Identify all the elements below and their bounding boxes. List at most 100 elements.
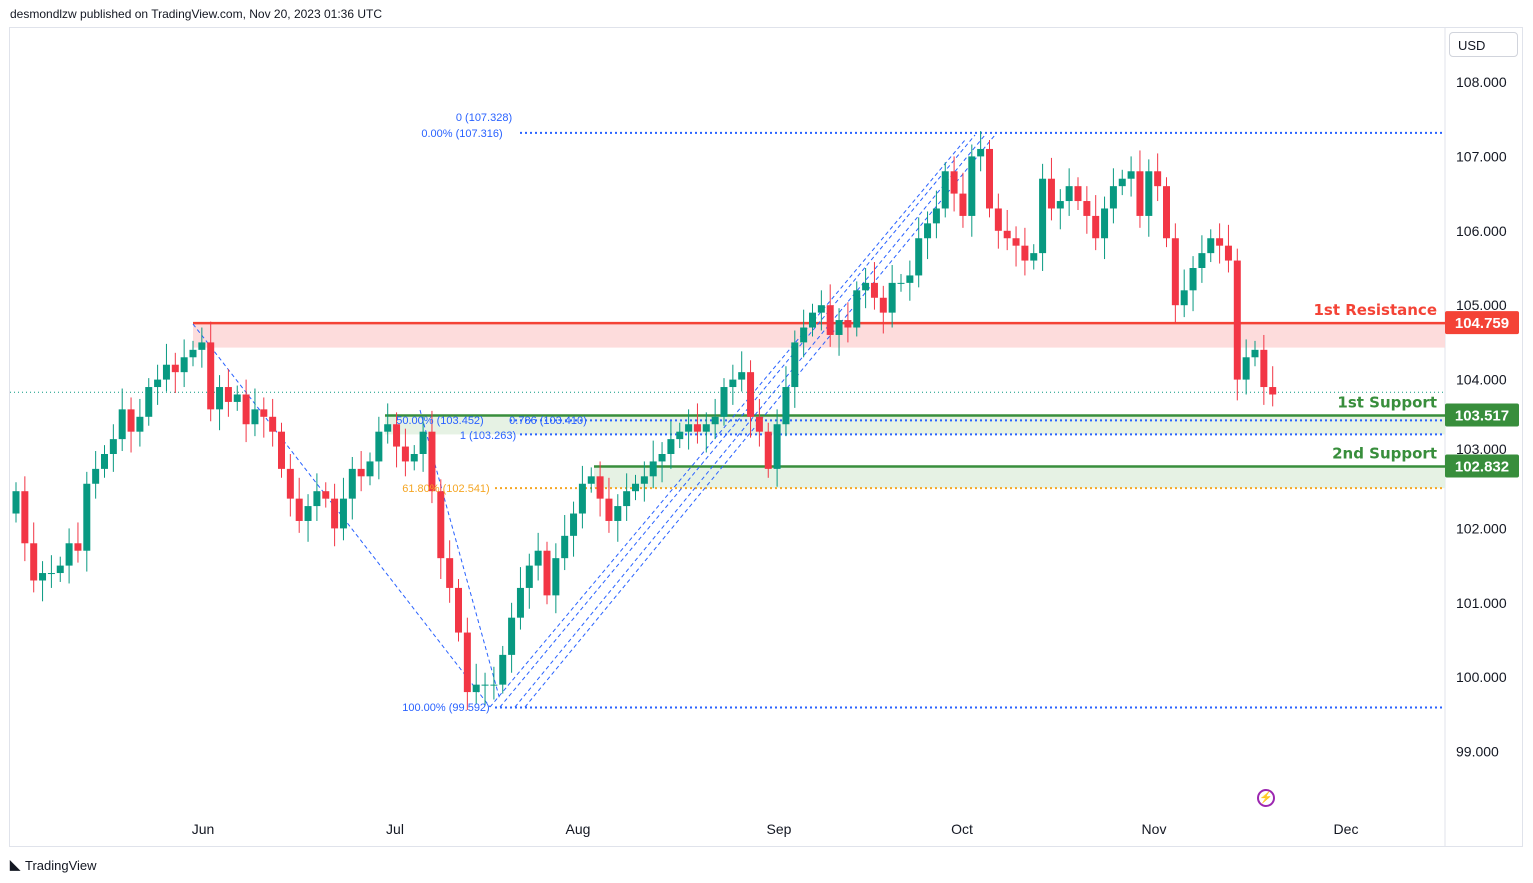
price-tag-label: 102.832 — [1455, 458, 1509, 475]
candle-body — [101, 454, 108, 469]
candle-body — [269, 416, 277, 432]
candle-body — [224, 387, 232, 402]
candle-body — [658, 454, 666, 462]
candle-body — [1109, 186, 1117, 209]
candle-body — [977, 148, 985, 157]
candle-body — [322, 491, 330, 499]
candle-body — [207, 342, 215, 410]
y-tick-label: 103.000 — [1456, 441, 1507, 457]
candle-body — [1207, 238, 1215, 254]
fib-trend-line — [499, 134, 976, 708]
y-tick-label: 105.000 — [1456, 297, 1507, 313]
y-tick-label: 106.000 — [1456, 223, 1507, 239]
fib-label: 100.00% (99.592) — [402, 702, 489, 714]
candle-body — [782, 387, 790, 425]
candle-body — [1251, 349, 1259, 358]
candle-body — [189, 349, 197, 358]
fib-trend-line — [192, 323, 491, 708]
candle-body — [1030, 253, 1038, 261]
candle-body — [729, 379, 737, 388]
candle-body — [154, 379, 162, 388]
candle-body — [1056, 201, 1064, 209]
currency-button[interactable]: USD — [1449, 32, 1518, 57]
candle-body — [1039, 178, 1047, 254]
candle-body — [74, 543, 82, 551]
candle-body — [570, 513, 578, 536]
candle-body — [260, 409, 268, 417]
candle-body — [304, 506, 312, 521]
candle-body — [791, 342, 799, 388]
candle-body — [21, 491, 29, 544]
candle-body — [516, 587, 524, 618]
candle-body — [410, 454, 418, 462]
candle-body — [720, 387, 728, 417]
candle-body — [640, 476, 648, 484]
candle-body — [180, 357, 188, 373]
fib-label: 0 (107.328) — [456, 112, 512, 124]
candle-body — [1065, 186, 1073, 202]
candle-body — [1163, 186, 1170, 239]
candle-body — [862, 282, 870, 291]
candle-body — [278, 431, 285, 469]
candle-body — [587, 476, 595, 484]
candle-body — [313, 491, 321, 507]
y-tick-label: 107.000 — [1456, 148, 1507, 164]
candle-body — [384, 424, 392, 432]
candle-body — [649, 461, 657, 477]
candle-body — [463, 632, 471, 693]
candle-body — [1136, 171, 1144, 216]
candle-body — [1118, 178, 1126, 187]
candle-body — [1154, 171, 1162, 187]
candle-body — [339, 498, 347, 529]
footer-brand: TradingView — [25, 857, 97, 873]
candle-body — [685, 424, 693, 432]
candle-body — [879, 297, 887, 313]
candle-body — [393, 424, 401, 447]
candle-body — [915, 238, 923, 276]
price-tag — [1445, 311, 1519, 335]
candle-body — [118, 409, 126, 440]
candle-body — [1242, 357, 1250, 380]
candle-body — [92, 468, 100, 484]
candle-body — [127, 409, 135, 432]
candle-body — [1074, 186, 1082, 202]
candle-body — [508, 617, 516, 655]
candle-body — [764, 431, 772, 469]
candle-body — [835, 320, 843, 335]
price-tag — [1445, 454, 1519, 478]
candle-body — [109, 439, 117, 454]
x-tick-label: Jun — [192, 821, 215, 837]
fib-trend-line — [524, 134, 996, 708]
lightning-icon[interactable]: ⚡ — [1257, 789, 1275, 807]
candle-body — [1145, 171, 1153, 216]
publish-info: desmondlzw published on TradingView.com,… — [10, 7, 382, 21]
candle-body — [702, 424, 710, 432]
price-tag-label: 104.759 — [1455, 315, 1509, 332]
candle-body — [755, 416, 763, 432]
candle-body — [738, 372, 746, 380]
candle-body — [773, 424, 781, 469]
tradingview-logo-icon: ◣ — [10, 857, 20, 872]
y-tick-label: 100.000 — [1456, 669, 1507, 685]
price-tag — [1445, 403, 1519, 427]
candle-body — [578, 483, 586, 514]
candle-body — [162, 364, 170, 380]
level-zone — [594, 466, 1445, 489]
candle-body — [676, 431, 684, 440]
candle-body — [39, 573, 47, 581]
candle-body — [56, 565, 64, 574]
fib-label: 0.00% (107.316) — [421, 128, 502, 140]
candle-body — [693, 424, 701, 432]
candle-body — [366, 461, 374, 477]
candle-body — [994, 208, 1002, 231]
candle-body — [552, 558, 560, 596]
level-label: 2nd Support — [1332, 444, 1437, 462]
candle-body — [401, 446, 409, 462]
candle-body — [1180, 290, 1188, 306]
candle-body — [747, 372, 755, 417]
candle-body — [525, 565, 533, 588]
candle-body — [1224, 245, 1232, 261]
candle-body — [543, 550, 551, 596]
candle-body — [614, 506, 622, 521]
